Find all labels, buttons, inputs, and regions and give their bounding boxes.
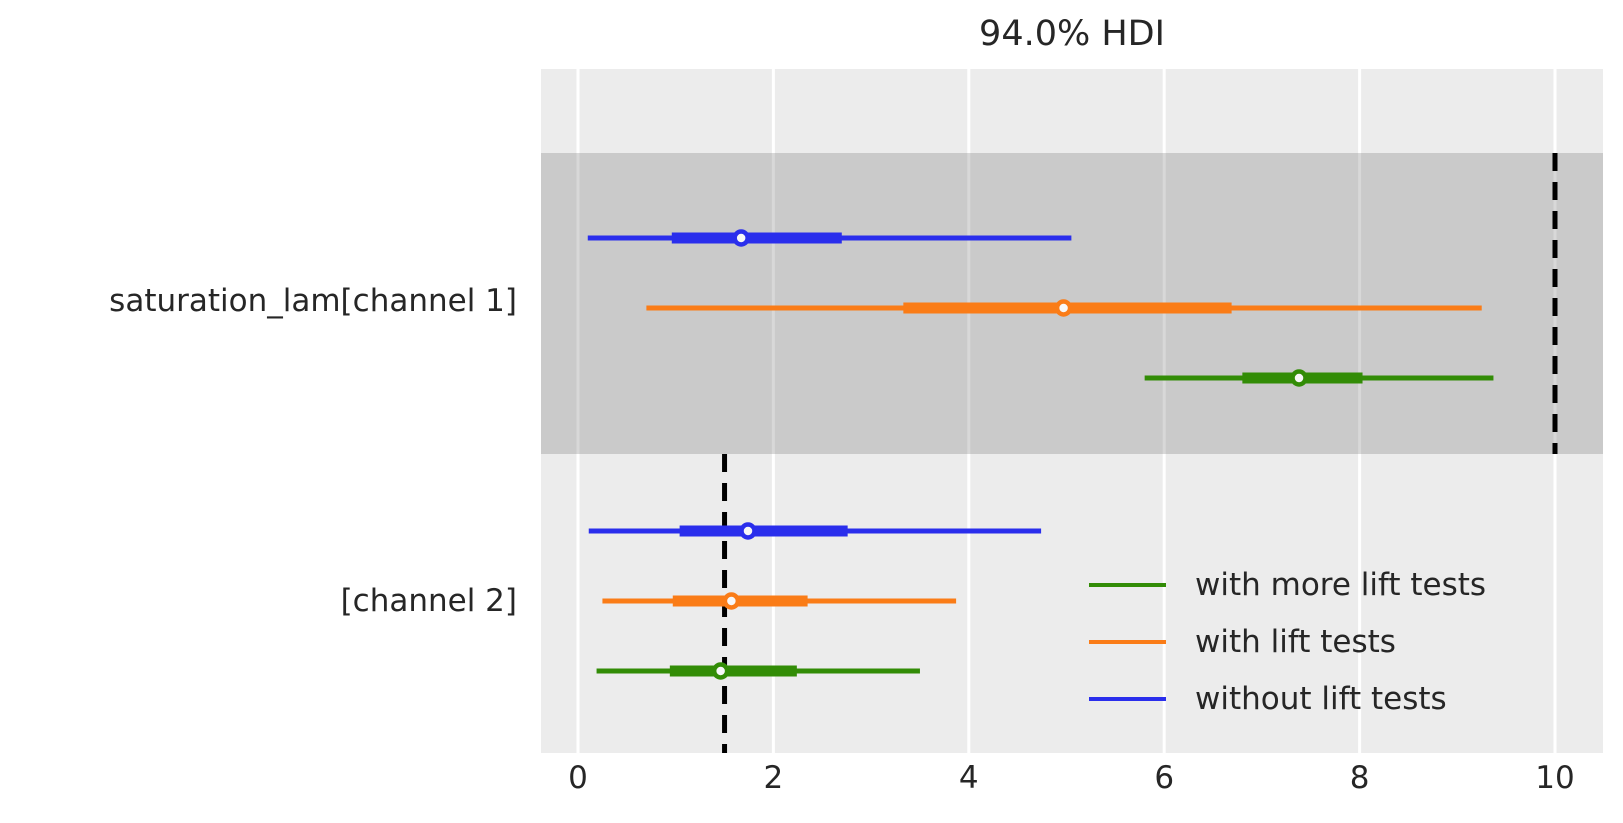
median-marker [1290, 369, 1308, 387]
legend-label: without lift tests [1195, 680, 1447, 717]
x-tick-label: 2 [763, 760, 784, 796]
x-tick-label: 10 [1535, 760, 1575, 796]
legend-line-swatch-green [1089, 582, 1166, 587]
median-marker [711, 662, 730, 680]
legend-line-swatch-blue [1089, 696, 1166, 701]
y-axis-label-channel-2: [channel 2] [340, 583, 517, 619]
legend-item-without-lift-tests: without lift tests [1089, 670, 1486, 727]
median-marker [739, 522, 757, 540]
legend-item-with-lift-tests: with lift tests [1089, 613, 1486, 670]
x-tick-label: 6 [1154, 760, 1175, 796]
y-axis-label-channel-1: saturation_lam[channel 1] [109, 283, 517, 319]
x-tick-label: 0 [568, 760, 588, 796]
legend: with more lift tests with lift tests wit… [1089, 556, 1486, 727]
chart-title: 94.0% HDI [979, 14, 1165, 54]
x-tick-label: 8 [1349, 760, 1370, 796]
x-tick-label: 4 [958, 760, 979, 796]
legend-label: with more lift tests [1195, 566, 1487, 603]
median-marker [732, 229, 750, 247]
plot-background [541, 69, 1603, 753]
legend-line-swatch-orange [1089, 639, 1166, 644]
median-marker [722, 592, 741, 610]
legend-label: with lift tests [1195, 623, 1396, 660]
median-marker [1054, 299, 1073, 317]
legend-item-with-more-lift-tests: with more lift tests [1089, 556, 1486, 613]
